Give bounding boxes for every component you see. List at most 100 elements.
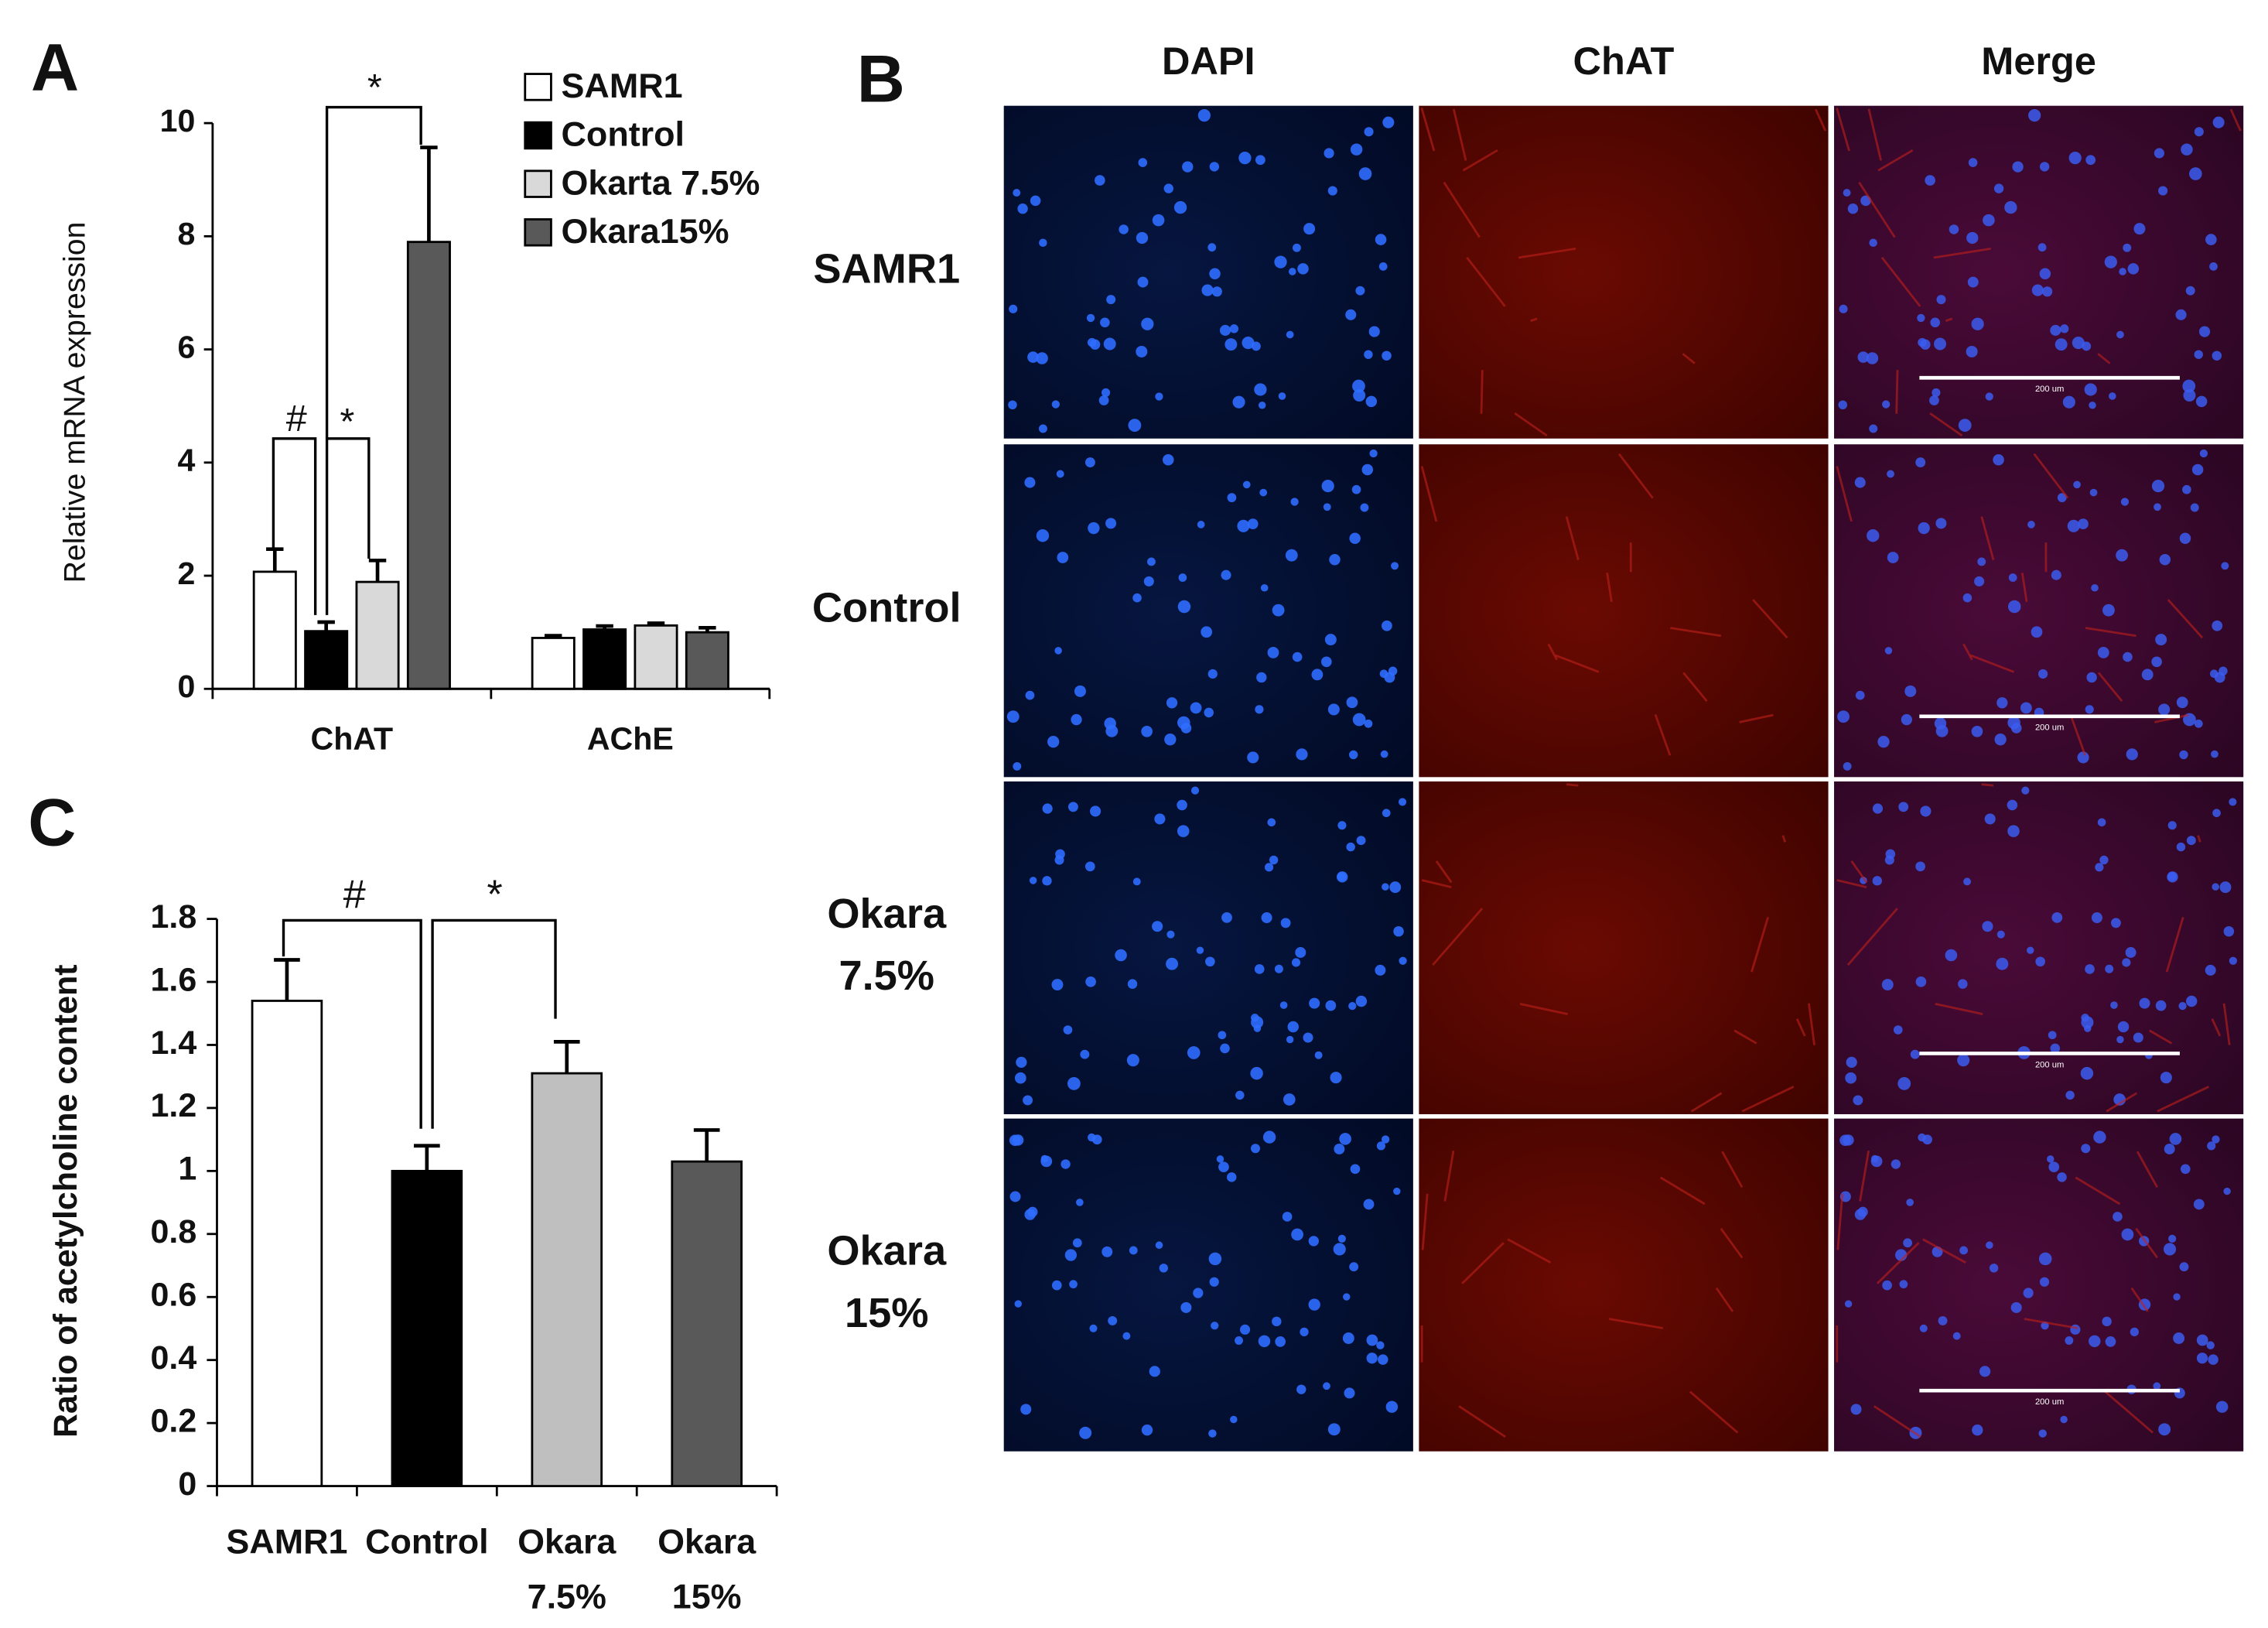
nucleus (1242, 337, 1255, 350)
micrograph (1419, 105, 1829, 439)
bar (671, 1160, 743, 1487)
y-tick-label: 8 (178, 216, 196, 251)
nucleus (1971, 317, 1984, 330)
fiber (1836, 879, 1867, 888)
nucleus (1108, 1315, 1118, 1325)
nucleus (1342, 1332, 1354, 1344)
y-tick-label: 0 (178, 669, 196, 704)
nucleus (2035, 956, 2045, 967)
scale-bar-label: 200 um (2035, 1397, 2064, 1407)
nucleus (2047, 1155, 2055, 1163)
nucleus (1853, 1095, 1863, 1106)
bar (355, 580, 400, 690)
nucleus (2099, 855, 2109, 865)
legend-swatch (524, 218, 552, 247)
nucleus (1057, 552, 1069, 563)
y-tick-label: 1.2 (151, 1087, 197, 1124)
fiber (1480, 370, 1484, 414)
nucleus (2130, 1327, 2139, 1337)
nucleus (2031, 626, 2043, 638)
nucleus (1086, 313, 1095, 323)
nucleus (2027, 946, 2034, 954)
nucleus (1934, 337, 1947, 351)
nucleus (2116, 330, 2124, 339)
micrograph (1834, 444, 2244, 778)
nucleus (1350, 143, 1363, 156)
nucleus (2113, 1212, 2123, 1222)
fiber (1565, 516, 1580, 560)
nucleus (1064, 1249, 1078, 1261)
nucleus (1229, 324, 1239, 333)
nucleus (2012, 161, 2024, 173)
nucleus (1869, 424, 1878, 433)
nucleus (1985, 392, 1993, 401)
nucleus (1132, 593, 1142, 603)
nucleus (1219, 324, 1231, 336)
nucleus (2221, 562, 2229, 570)
nucleus (1262, 1130, 1276, 1144)
fiber (2069, 713, 2087, 756)
fiber (1969, 654, 2015, 673)
legend-label: Control (562, 115, 685, 154)
nucleus (2190, 503, 2199, 512)
nucleus (1272, 604, 1285, 617)
fiber (2135, 1227, 2158, 1259)
nucleus (1327, 703, 1340, 716)
y-axis-label: Relative mRNA expression (57, 222, 91, 583)
bar (304, 630, 349, 690)
panel-label: B (857, 42, 905, 116)
nucleus (1938, 1315, 1948, 1325)
fiber (1682, 672, 1708, 703)
fiber (1815, 108, 1827, 132)
nucleus (1227, 493, 1237, 503)
nucleus (1255, 705, 1264, 714)
nucleus (1324, 148, 1334, 159)
nucleus (1292, 652, 1303, 662)
nucleus (1132, 877, 1141, 886)
nucleus (2042, 286, 2053, 297)
x-tick-label: Control (365, 1521, 488, 1561)
nucleus (1870, 1154, 1879, 1163)
nucleus (1285, 549, 1298, 562)
nucleus (1155, 1241, 1163, 1250)
nucleus (1952, 1332, 1961, 1340)
nucleus (2219, 881, 2232, 894)
nucleus (1042, 876, 1052, 886)
nucleus (1089, 1324, 1098, 1332)
bar (685, 631, 729, 690)
y-tick-label: 0 (178, 1466, 196, 1503)
nucleus (2176, 842, 2186, 852)
fiber (1877, 149, 1914, 172)
y-tick-label: 0.6 (151, 1277, 197, 1314)
nucleus (1901, 713, 1912, 726)
nucleus (1334, 1144, 1345, 1154)
nucleus (2057, 493, 2067, 503)
nucleus (2119, 268, 2126, 275)
nucleus (1163, 183, 1173, 193)
nucleus (1226, 1172, 1237, 1182)
nucleus (2205, 234, 2217, 245)
nucleus (2167, 821, 2177, 830)
fiber (2085, 627, 2136, 638)
nucleus (1247, 751, 1259, 764)
nucleus (1857, 1206, 1868, 1217)
fiber (1945, 317, 1953, 323)
nucleus (2039, 268, 2051, 279)
fiber (1421, 879, 1452, 888)
significance-bracket (431, 918, 557, 1129)
nucleus (1182, 161, 1194, 173)
nucleus (1381, 1135, 1390, 1144)
y-tick-label: 0.2 (151, 1402, 197, 1439)
nucleus (1105, 724, 1119, 737)
nucleus (1100, 317, 1110, 328)
nucleus (1106, 295, 1116, 305)
nucleus (2154, 148, 2164, 159)
nucleus (1283, 1093, 1296, 1106)
fiber (2211, 1018, 2222, 1037)
nucleus (2193, 1199, 2205, 1210)
nucleus (1024, 477, 1036, 488)
nucleus (1051, 979, 1064, 991)
nucleus (1207, 243, 1217, 252)
nucleus (1166, 697, 1178, 709)
fiber (2097, 672, 2123, 703)
